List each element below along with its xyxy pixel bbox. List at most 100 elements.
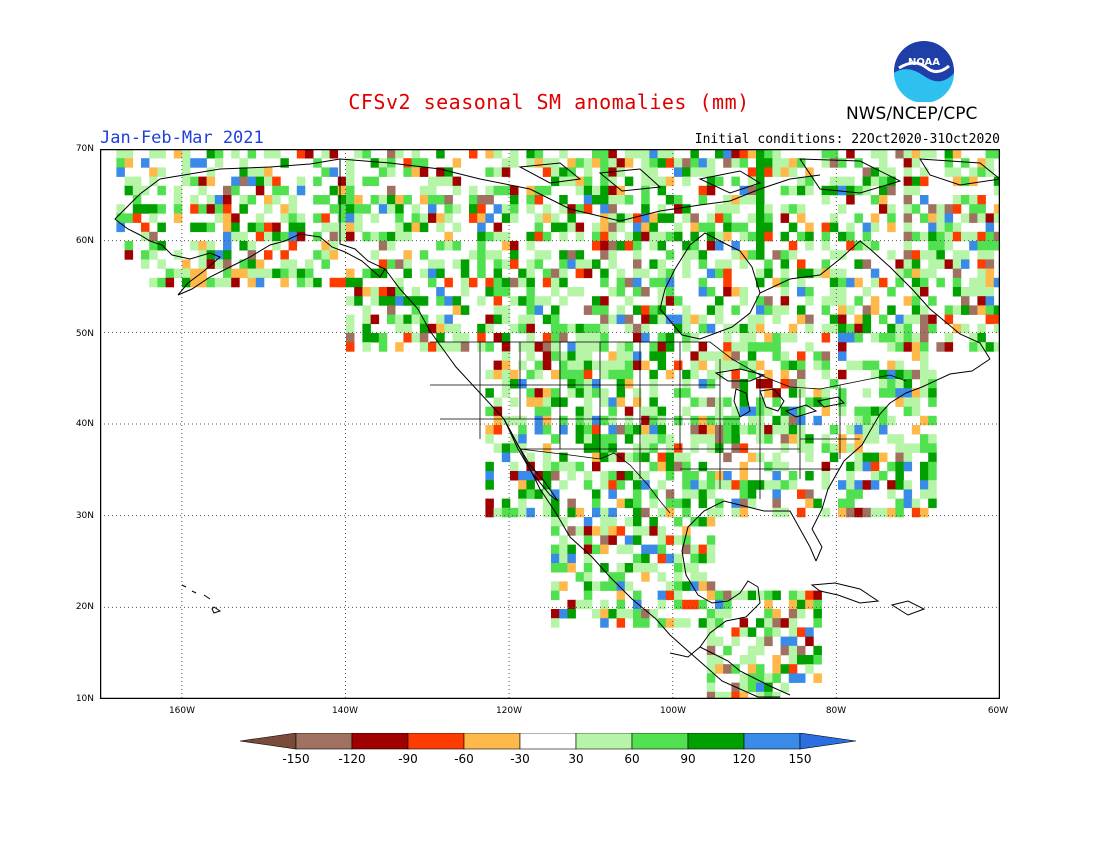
anomaly-cell — [665, 452, 675, 463]
anomaly-cell — [911, 305, 921, 315]
anomaly-cell — [124, 185, 134, 196]
anomaly-cell — [821, 507, 831, 518]
anomaly-cell — [255, 167, 265, 177]
anomaly-cell — [862, 231, 872, 242]
anomaly-cell — [608, 250, 617, 260]
anomaly-cell — [419, 213, 429, 223]
anomaly-cell — [903, 213, 913, 223]
anomaly-cell — [526, 351, 535, 361]
anomaly-cell — [911, 498, 921, 509]
anomaly-cell — [977, 231, 986, 242]
anomaly-cell — [788, 167, 798, 177]
anomaly-cell — [633, 480, 642, 490]
anomaly-cell — [395, 314, 404, 325]
anomaly-cell — [583, 425, 593, 435]
anomaly-cell — [788, 158, 798, 168]
anomaly-cell — [600, 563, 609, 573]
anomaly-cell — [797, 158, 806, 168]
anomaly-cell — [526, 471, 535, 481]
anomaly-cell — [337, 222, 347, 233]
anomaly-cell — [387, 185, 396, 196]
anomaly-cell — [756, 673, 765, 683]
anomaly-cell — [608, 287, 617, 297]
anomaly-cell — [706, 590, 716, 601]
anomaly-cell — [592, 415, 601, 426]
anomaly-cell — [797, 673, 806, 683]
anomaly-cell — [739, 498, 749, 509]
anomaly-cell — [624, 452, 634, 463]
anomaly-cell — [657, 305, 667, 315]
anomaly-cell — [592, 388, 601, 398]
anomaly-cell — [600, 599, 609, 610]
anomaly-cell — [887, 323, 896, 334]
anomaly-cell — [698, 351, 708, 361]
anomaly-cell — [993, 176, 1000, 187]
anomaly-cell — [706, 213, 716, 223]
anomaly-cell — [624, 323, 634, 334]
anomaly-cell — [944, 167, 954, 177]
anomaly-cell — [583, 158, 593, 168]
anomaly-cell — [879, 158, 888, 168]
anomaly-cell — [805, 231, 814, 242]
anomaly-cell — [280, 277, 289, 288]
anomaly-cell — [501, 241, 511, 251]
anomaly-cell — [231, 149, 240, 159]
anomaly-cell — [592, 581, 601, 591]
anomaly-cell — [641, 425, 650, 435]
anomaly-cell — [854, 241, 863, 251]
anomaly-cell — [731, 406, 740, 417]
anomaly-cell — [575, 360, 585, 371]
anomaly-cell — [542, 498, 552, 509]
anomaly-cell — [518, 360, 527, 371]
anomaly-cell — [657, 526, 667, 536]
anomaly-cell — [493, 415, 503, 426]
colorbar-segment — [407, 733, 465, 750]
anomaly-cell — [501, 379, 511, 389]
anomaly-cell — [321, 250, 330, 260]
anomaly-cell — [797, 645, 806, 656]
anomaly-cell — [657, 342, 667, 352]
anomaly-cell — [346, 158, 355, 168]
anomaly-cell — [559, 149, 568, 159]
anomaly-cell — [657, 599, 667, 610]
anomaly-cell — [961, 305, 970, 315]
anomaly-cell — [239, 158, 248, 168]
anomaly-cell — [559, 277, 568, 288]
anomaly-cell — [715, 351, 724, 361]
anomaly-cell — [739, 655, 749, 665]
anomaly-cell — [485, 507, 494, 518]
anomaly-cell — [370, 231, 380, 242]
anomaly-cell — [592, 222, 601, 233]
anomaly-cell — [272, 231, 281, 242]
anomaly-cell — [780, 480, 790, 490]
anomaly-cell — [559, 461, 568, 472]
anomaly-cell — [690, 553, 699, 564]
anomaly-cell — [706, 581, 716, 591]
anomaly-cell — [403, 296, 412, 306]
anomaly-cell — [280, 185, 289, 196]
anomaly-cell — [838, 268, 847, 279]
anomaly-cell — [559, 544, 568, 555]
anomaly-cell — [715, 149, 724, 159]
anomaly-cell — [255, 222, 265, 233]
anomaly-cell — [829, 250, 839, 260]
anomaly-cell — [551, 618, 560, 628]
anomaly-cell — [657, 149, 667, 159]
anomaly-cell — [788, 204, 798, 214]
anomaly-cell — [797, 360, 806, 371]
anomaly-cell — [649, 461, 658, 472]
anomaly-cell — [567, 213, 576, 223]
anomaly-cell — [657, 507, 667, 518]
anomaly-cell — [657, 185, 667, 196]
anomaly-cell — [805, 314, 814, 325]
anomaly-cell — [756, 618, 765, 628]
anomaly-cell — [723, 287, 732, 297]
anomaly-cell — [583, 351, 593, 361]
anomaly-cell — [772, 480, 781, 490]
anomaly-cell — [854, 415, 863, 426]
anomaly-cell — [551, 461, 560, 472]
anomaly-cell — [788, 222, 798, 233]
anomaly-cell — [854, 507, 863, 518]
anomaly-cell — [723, 342, 732, 352]
anomaly-cell — [665, 471, 675, 481]
